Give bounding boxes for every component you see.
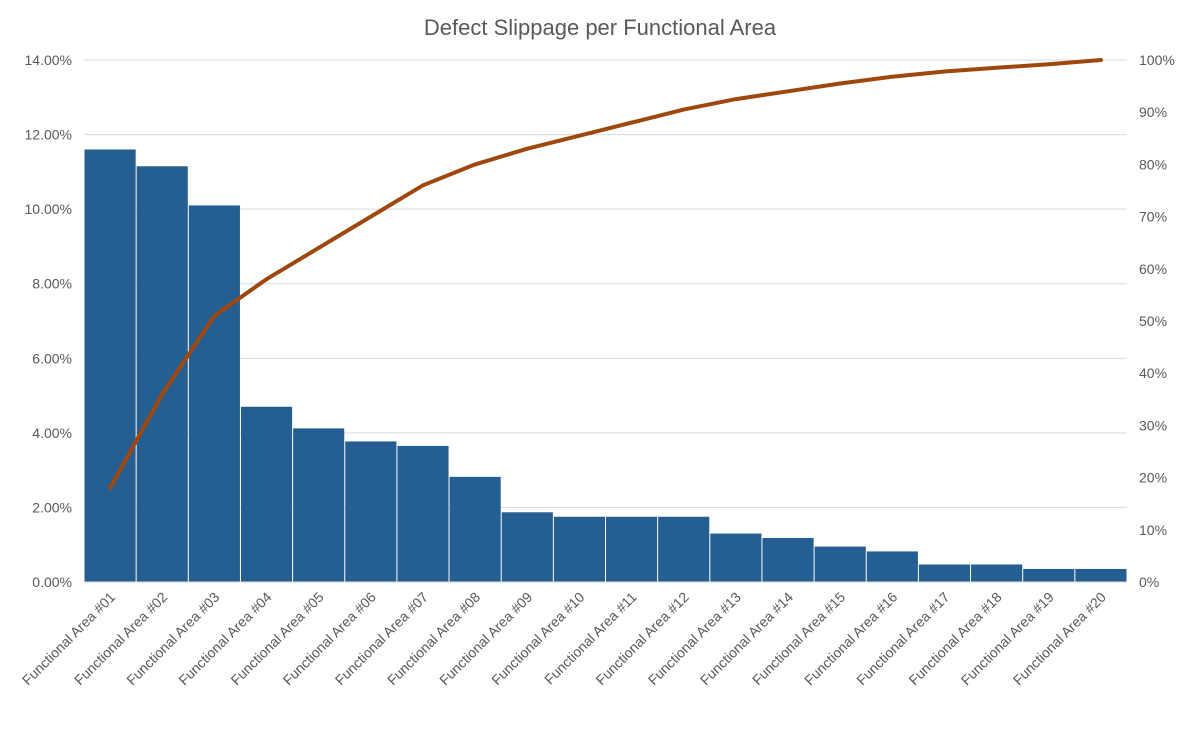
bar-19 (1023, 568, 1075, 582)
x-category-label: Functional Area #18 (905, 589, 1005, 689)
x-category-label: Functional Area #13 (645, 589, 745, 689)
bar-06 (345, 441, 397, 582)
x-category-label: Functional Area #17 (853, 589, 953, 689)
y-left-tick-label: 10.00% (25, 201, 72, 217)
bar-13 (710, 533, 762, 582)
x-category-label: Functional Area #06 (280, 589, 380, 689)
y-right-tick-label: 40% (1139, 365, 1167, 381)
x-category-label: Functional Area #16 (801, 589, 901, 689)
bar-01 (84, 149, 136, 582)
x-category-label: Functional Area #12 (592, 589, 692, 689)
x-category-label: Functional Area #01 (19, 589, 119, 689)
x-category-label: Functional Area #14 (697, 589, 797, 689)
x-category-label: Functional Area #20 (1010, 589, 1110, 689)
x-category-label: Functional Area #10 (488, 589, 588, 689)
y-right-tick-label: 0% (1139, 574, 1159, 590)
x-category-label: Functional Area #07 (332, 589, 432, 689)
bar-14 (762, 538, 814, 582)
x-category-label: Functional Area #02 (71, 589, 171, 689)
bar-04 (240, 406, 293, 582)
bar-09 (501, 512, 553, 582)
bar-11 (606, 516, 658, 582)
y-left-tick-label: 14.00% (25, 52, 72, 68)
bar-03 (188, 205, 240, 582)
y-axis-left: 0.00% 2.00% 4.00% 6.00% 8.00% 10.00% 12.00% 14.… (25, 52, 72, 590)
bar-12 (658, 516, 710, 582)
bar-07 (397, 445, 449, 582)
bar-02 (136, 166, 188, 582)
chart-title: Defect Slippage per Functional Area (424, 15, 777, 40)
cumulative-line-series (108, 58, 1103, 490)
bar-16 (866, 551, 918, 582)
bar-05 (293, 428, 345, 582)
y-right-tick-label: 30% (1139, 417, 1167, 433)
grid-lines (84, 59, 1127, 583)
x-category-label: Functional Area #05 (227, 589, 327, 689)
y-left-tick-label: 6.00% (32, 350, 72, 366)
x-category-label: Functional Area #04 (175, 589, 275, 689)
bar-20 (1075, 568, 1127, 582)
y-left-tick-label: 2.00% (32, 499, 72, 515)
x-category-label: Functional Area #03 (123, 589, 223, 689)
y-right-tick-label: 10% (1139, 522, 1167, 538)
y-right-tick-label: 60% (1139, 261, 1167, 277)
y-right-tick-label: 50% (1139, 313, 1167, 329)
y-right-tick-label: 80% (1139, 156, 1167, 172)
x-category-label: Functional Area #08 (384, 589, 484, 689)
y-right-tick-label: 100% (1139, 52, 1175, 68)
x-category-label: Functional Area #11 (541, 589, 640, 688)
bar-10 (553, 516, 605, 582)
bar-18 (971, 564, 1023, 582)
y-left-tick-label: 8.00% (32, 276, 72, 292)
bar-series (84, 149, 1127, 582)
y-right-tick-label: 90% (1139, 104, 1167, 120)
bar-15 (814, 546, 866, 582)
y-axis-right: 0% 10% 20% 30% 40% 50% 60% 70% 80% 90% 100% (1139, 52, 1175, 590)
x-category-label: Functional Area #19 (958, 589, 1058, 689)
y-right-tick-label: 70% (1139, 209, 1167, 225)
y-right-tick-label: 20% (1139, 470, 1167, 486)
bar-08 (449, 476, 501, 582)
y-left-tick-label: 0.00% (32, 574, 72, 590)
y-left-tick-label: 12.00% (25, 127, 72, 143)
x-category-label: Functional Area #15 (749, 589, 849, 689)
bar-17 (918, 564, 971, 582)
y-left-tick-label: 4.00% (32, 425, 72, 441)
cumulative-line (108, 58, 1103, 490)
x-category-label: Functional Area #09 (436, 589, 536, 689)
